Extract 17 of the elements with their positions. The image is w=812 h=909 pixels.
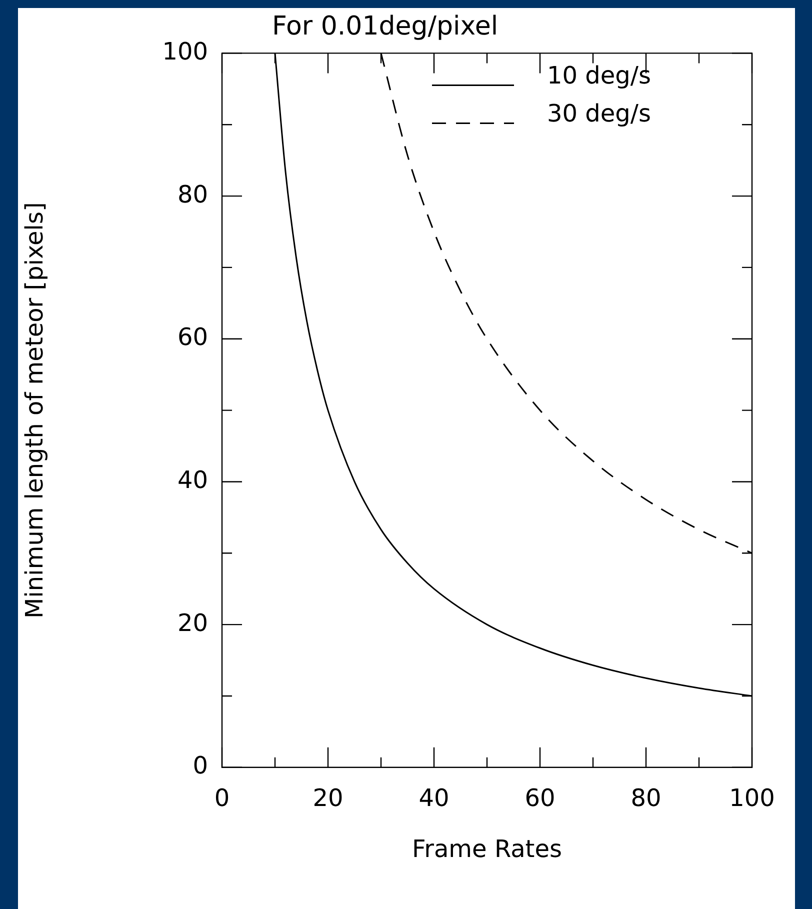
x-tick-label: 100 [729,784,775,812]
y-tick-label: 80 [177,180,208,208]
y-tick-label: 0 [192,752,208,780]
y-axis-title: Minimum length of meteor [pixels] [20,202,49,618]
y-tick-label: 60 [177,323,208,352]
x-tick-label: 40 [418,784,450,812]
x-axis-title: Frame Rates [412,834,562,863]
x-tick-label: 80 [630,784,662,812]
x-tick-label: 20 [312,784,344,812]
legend-label: 30 deg/s [547,99,651,128]
x-tick-label: 60 [524,784,556,812]
y-tick-label: 20 [177,608,208,637]
chart-title: For 0.01deg/pixel [272,11,498,42]
x-tick-label: 0 [214,784,230,812]
legend-label: 10 deg/s [547,61,651,90]
y-tick-label: 40 [177,466,208,494]
y-tick-label: 100 [162,37,208,66]
